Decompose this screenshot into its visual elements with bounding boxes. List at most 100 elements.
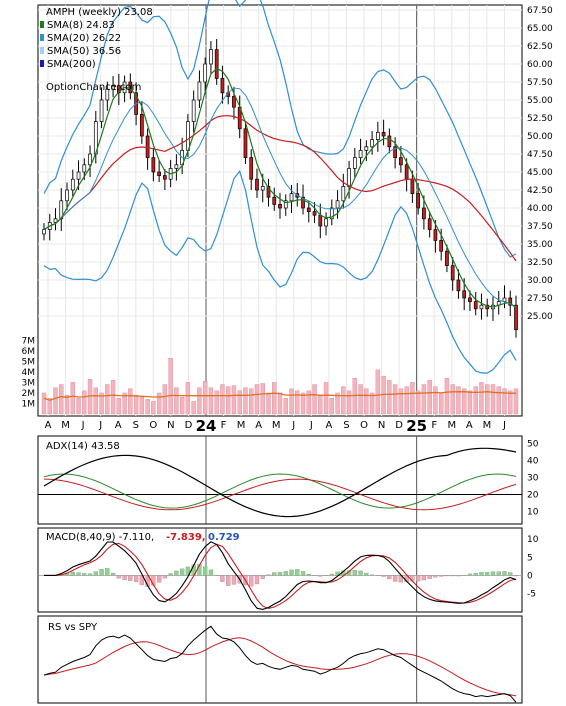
price-tick-label: 35.00 <box>527 240 553 250</box>
volume-bar <box>410 382 415 415</box>
volume-bar <box>364 388 369 415</box>
macd-histogram-bar <box>352 570 357 576</box>
adx-tick-label: 20 <box>527 490 539 500</box>
price-tick-label: 60.00 <box>527 60 553 70</box>
adx-plus-di <box>43 473 517 509</box>
macd-histogram-bar <box>283 571 288 576</box>
x-tick-label: 24 <box>196 417 217 435</box>
macd-histogram-bar <box>99 569 104 576</box>
macd-histogram-bar <box>226 575 231 586</box>
x-tick-label: A <box>255 420 262 431</box>
macd-histogram-bar <box>450 575 455 577</box>
candle-body <box>318 214 323 227</box>
volume-bar <box>318 394 323 415</box>
volume-bar <box>421 384 427 415</box>
macd-histogram-bar <box>266 574 271 576</box>
sma8-line <box>43 67 517 310</box>
candle-body <box>381 132 386 137</box>
volume-bar <box>76 398 81 415</box>
volume-bar <box>456 386 461 415</box>
volume-bar <box>237 390 242 415</box>
x-tick-label: A <box>325 420 332 431</box>
candle-body <box>341 186 346 202</box>
candle-body <box>485 304 490 310</box>
x-tick-label: J <box>81 420 85 431</box>
volume-bar <box>122 392 127 415</box>
x-tick-label: J <box>98 420 102 431</box>
volume-average-line <box>43 391 516 401</box>
volume-bar <box>392 384 398 415</box>
candle-body <box>473 301 478 310</box>
rs-label: RS vs SPY <box>48 622 98 633</box>
panel-frame-adx <box>37 435 523 525</box>
candle-body <box>157 171 161 176</box>
volume-bar <box>438 392 444 415</box>
candle-body <box>105 88 110 101</box>
volume-bar <box>231 385 237 415</box>
volume-bar <box>375 369 381 415</box>
candle-body <box>399 157 403 166</box>
legend-swatch <box>40 60 44 67</box>
macd-histogram-bar <box>122 575 127 581</box>
macd-histogram-bar <box>502 571 507 576</box>
candle-body <box>191 99 196 122</box>
legend-swatch <box>40 21 44 28</box>
macd-histogram-bar <box>369 574 375 576</box>
price-tick-label: 25.00 <box>527 312 553 322</box>
candle-body <box>456 279 461 292</box>
candle-body <box>301 196 305 209</box>
volume-bar <box>335 392 340 415</box>
candle-body <box>128 81 133 94</box>
macd-histogram-bar <box>231 575 237 585</box>
adx-minus-di <box>43 478 517 511</box>
volume-bar <box>300 392 306 415</box>
volume-bar <box>346 390 352 415</box>
candle-body <box>404 164 409 180</box>
macd-histogram-bar <box>82 573 87 576</box>
macd-histogram-bar <box>387 575 392 580</box>
candle-body <box>364 146 369 151</box>
volume-bar <box>191 401 196 415</box>
macd-histogram-bar <box>260 575 265 579</box>
macd-histogram-bar <box>249 575 254 587</box>
candle-body <box>99 99 104 122</box>
candle-body <box>266 186 271 198</box>
volume-bar <box>283 398 288 415</box>
macd-histogram-bar <box>421 575 427 581</box>
x-tick-label: D <box>395 420 403 431</box>
macd-histogram-bar <box>508 572 513 576</box>
volume-bar <box>162 384 168 415</box>
volume-tick-label: 4M <box>22 368 36 378</box>
candle-body <box>393 146 397 158</box>
volume-bar <box>461 388 467 415</box>
volume-tick-label: 6M <box>22 347 36 357</box>
macd-histogram-bar <box>110 572 116 576</box>
volume-bar <box>82 390 87 415</box>
adx-tick-label: 10 <box>527 507 539 517</box>
legend-item: SMA(50) 36.56 <box>47 46 121 57</box>
macd-histogram-bar <box>162 575 168 579</box>
candle-body <box>174 164 179 169</box>
macd-histogram-bar <box>427 575 432 579</box>
volume-bar <box>272 382 277 415</box>
macd-histogram-bar <box>306 573 311 576</box>
volume-bar <box>128 388 133 415</box>
macd-histogram-bar <box>203 566 208 576</box>
candle-body <box>111 85 115 90</box>
macd-tick-label: -5 <box>527 590 536 600</box>
volume-bar <box>105 384 110 415</box>
volume-bar <box>329 398 335 415</box>
panel-frames <box>37 4 523 704</box>
price-tick-label: 40.00 <box>527 204 553 214</box>
volume-bar <box>202 381 208 415</box>
candle-body <box>140 114 144 137</box>
volume-bar <box>404 386 409 415</box>
volume-bar <box>179 396 185 415</box>
macd-histogram-bar <box>513 575 519 577</box>
macd-histogram-bar <box>381 575 386 577</box>
x-tick-label: A <box>45 420 52 431</box>
candle-body <box>410 178 415 194</box>
macd-histogram-bar <box>93 571 98 576</box>
price-tick-label: 37.50 <box>527 222 553 232</box>
volume-bar <box>513 388 519 415</box>
